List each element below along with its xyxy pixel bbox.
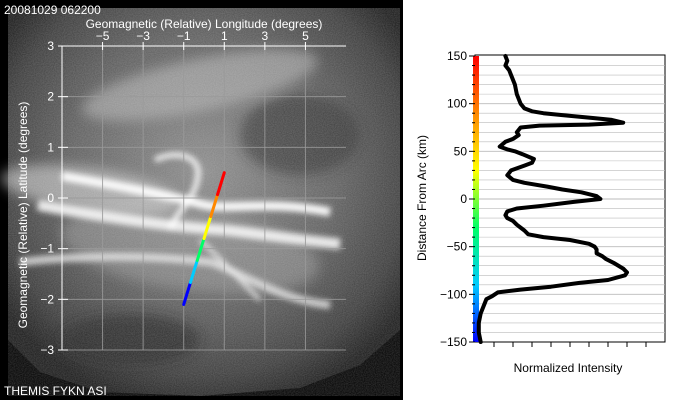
station-label: THEMIS FYKN ASI — [4, 384, 107, 398]
asi-image-panel: −5 −3 −1 1 3 5 3 2 1 0 −1 −2 −3 20081029 062200 Geom… — [0, 0, 403, 400]
profile-y-tick-label: 100 — [447, 97, 467, 111]
intensity-profile-line — [476, 54, 629, 344]
profile-y-tick-label: −100 — [440, 287, 467, 301]
profile-line-segment — [188, 258, 199, 284]
profile-axes: 150 100 50 0 −50 −100 −150 — [440, 49, 647, 349]
profile-plot-frame — [474, 54, 666, 343]
asi-x-tick-label: −1 — [177, 29, 191, 43]
profile-line-segment — [182, 280, 192, 306]
asi-y-tick-label: 0 — [47, 191, 54, 205]
asi-y-tick-label: −3 — [40, 343, 54, 357]
profile-line-segment — [195, 237, 206, 262]
profile-x-axis-label: Normalized Intensity — [514, 361, 623, 375]
profile-y-tick-label: −150 — [440, 335, 467, 349]
asi-x-tick-label: −3 — [136, 29, 150, 43]
profile-line-segment — [216, 171, 226, 197]
profile-y-tick-label: 50 — [454, 144, 468, 158]
profile-y-axis-label: Distance From Arc (km) — [415, 135, 429, 261]
profile-panel: 150 100 50 0 −50 −100 −150 Distance From Arc (… — [415, 49, 666, 375]
asi-x-tick-label: −5 — [96, 29, 110, 43]
asi-y-tick-label: −2 — [40, 292, 54, 306]
profile-y-tick-label: −50 — [447, 240, 468, 254]
asi-y-tick-label: −1 — [40, 242, 54, 256]
asi-y-tick-label: 3 — [47, 39, 54, 53]
profile-line-segment — [202, 215, 213, 241]
asi-sky-image — [0, 8, 400, 396]
color-bar — [473, 56, 479, 342]
intensity-profile-series — [476, 54, 629, 344]
sky-grain — [8, 8, 400, 396]
profile-y-tick-label: 0 — [460, 192, 467, 206]
asi-x-axis-label: Geomagnetic (Relative) Longitude (degree… — [86, 17, 323, 31]
asi-axes: −5 −3 −1 1 3 5 3 2 1 0 −1 −2 −3 — [40, 29, 346, 357]
asi-x-tick-label: 1 — [221, 29, 228, 43]
asi-profile-line — [182, 171, 226, 306]
timestamp: 20081029 062200 — [4, 3, 101, 17]
asi-x-tick-label: 5 — [302, 29, 309, 43]
asi-y-axis-label: Geomagnetic (Relative) Latitude (degrees… — [16, 102, 30, 329]
asi-y-tick-label: 1 — [47, 140, 54, 154]
profile-line-segment — [209, 193, 220, 219]
asi-x-tick-label: 3 — [262, 29, 269, 43]
profile-y-tick-label: 150 — [447, 49, 467, 63]
asi-y-tick-label: 2 — [47, 90, 54, 104]
